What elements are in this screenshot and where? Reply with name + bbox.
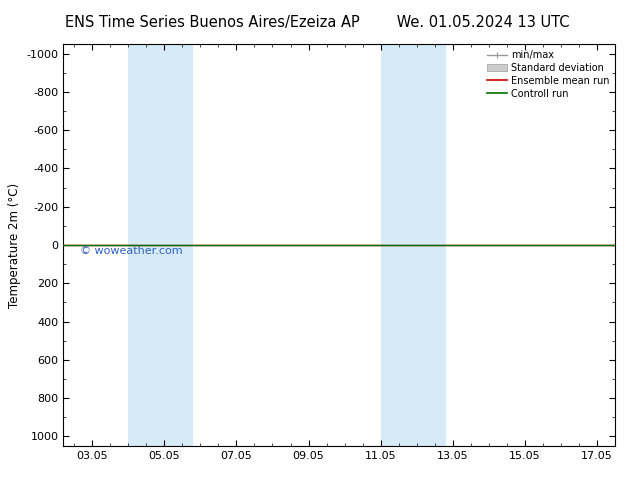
Text: ENS Time Series Buenos Aires/Ezeiza AP        We. 01.05.2024 13 UTC: ENS Time Series Buenos Aires/Ezeiza AP W… <box>65 15 569 29</box>
Bar <box>380 44 446 446</box>
Legend: min/max, Standard deviation, Ensemble mean run, Controll run: min/max, Standard deviation, Ensemble me… <box>483 46 613 102</box>
Text: © woweather.com: © woweather.com <box>80 246 183 256</box>
Y-axis label: Temperature 2m (°C): Temperature 2m (°C) <box>8 182 21 308</box>
Bar <box>128 44 193 446</box>
